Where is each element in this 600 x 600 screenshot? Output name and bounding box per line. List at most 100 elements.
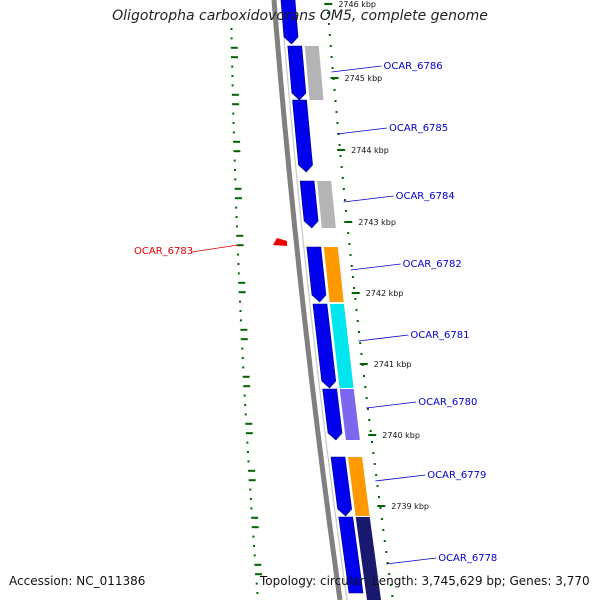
gc-skew-tick xyxy=(245,422,253,425)
gene-label-ocar_6785: OCAR_6785 xyxy=(389,123,448,134)
gc-skew-tick xyxy=(240,328,248,331)
gc-skew-tick xyxy=(243,385,251,388)
ruler-dot xyxy=(353,287,356,289)
genome-summary: Topology: circular; Length: 3,745,629 bp… xyxy=(260,574,590,588)
gc-skew-tick xyxy=(231,75,234,77)
ruler-dot xyxy=(383,540,386,542)
gc-skew-tick xyxy=(233,140,241,143)
reverse-feature-ocar_6783 xyxy=(273,238,287,246)
ruler-dot xyxy=(365,397,368,399)
ruler-dot xyxy=(363,375,366,377)
gc-skew-tick xyxy=(253,545,256,547)
ruler-dot xyxy=(372,452,375,454)
category-block-ocar_6779 xyxy=(348,457,370,516)
ruler-dot xyxy=(350,265,353,267)
gc-skew-tick xyxy=(235,225,238,228)
ruler-dot xyxy=(354,298,357,300)
cds-arrow-ocar_6786 xyxy=(287,45,307,101)
cds-arrow-ocar_6785 xyxy=(292,99,313,173)
gc-skew-tick xyxy=(237,263,240,265)
gc-skew-tick xyxy=(232,131,235,134)
gc-skew-tick xyxy=(247,460,250,463)
ruler-dot xyxy=(331,67,334,69)
label-leader-line xyxy=(366,401,417,409)
cds-arrow-ocar_6781 xyxy=(312,303,337,389)
gc-skew-tick xyxy=(246,441,249,444)
gc-skew-tick xyxy=(255,573,263,576)
gc-skew-tick xyxy=(238,291,246,294)
gene-label-ocar_6780: OCAR_6780 xyxy=(418,397,477,408)
gc-skew-tick xyxy=(237,253,240,256)
gene-label-ocar_6784: OCAR_6784 xyxy=(396,191,455,202)
gc-skew-tick xyxy=(239,310,242,312)
backbone-outer-line xyxy=(271,0,343,600)
gc-skew-tick xyxy=(236,234,244,237)
cds-arrow-ocar_6778 xyxy=(338,516,364,594)
category-block-ocar_6778 xyxy=(355,517,381,600)
gc-skew-tick xyxy=(251,516,259,519)
gc-skew-tick xyxy=(255,582,258,585)
cog-category-track xyxy=(304,46,381,600)
gc-skew-tick xyxy=(234,187,242,190)
kbp-tick xyxy=(324,3,333,5)
ruler-dot xyxy=(366,408,369,410)
gene-label-ocar_6779: OCAR_6779 xyxy=(427,470,486,481)
kbp-ruler: 2746 kbp 2745 kbp 2744 kbp 2743 kbp 2742 kbp… xyxy=(324,0,429,597)
kbp-label: 2745 kbp xyxy=(345,74,383,83)
gc-skew-tick xyxy=(242,375,250,378)
gc-skew-tick xyxy=(250,507,253,510)
ruler-dot xyxy=(332,78,335,80)
gene-label-ocar_6781: OCAR_6781 xyxy=(410,330,469,341)
cds-arrow-partial xyxy=(280,0,299,45)
gc-skew-tick xyxy=(240,338,248,341)
kbp-label: 2741 kbp xyxy=(374,360,412,369)
gc-skew-tick xyxy=(231,56,239,59)
ruler-dot xyxy=(347,232,350,234)
gc-skew-tick xyxy=(235,206,238,209)
gc-skew-tick xyxy=(241,357,244,359)
gc-skew-tick xyxy=(234,178,237,181)
kbp-label: 2744 kbp xyxy=(351,146,389,155)
gene-label-ocar_6783: OCAR_6783 xyxy=(134,246,193,257)
gc-skew-tick xyxy=(248,469,256,472)
ruler-dot xyxy=(349,254,352,256)
ruler-dot xyxy=(375,474,378,476)
accession-label: Accession: NC_011386 xyxy=(9,574,146,588)
gene-label-ocar_6778: OCAR_6778 xyxy=(438,553,497,564)
ruler-dot xyxy=(351,276,354,278)
ruler-dot xyxy=(342,188,345,190)
gc-skew-tick xyxy=(256,592,259,594)
gc-skew-tick xyxy=(242,366,245,369)
forward-cds-track xyxy=(273,0,364,594)
ruler-dot xyxy=(336,122,339,124)
ruler-dot xyxy=(329,45,332,47)
ruler-dot xyxy=(334,100,337,102)
ruler-dot xyxy=(343,199,346,201)
gc-skew-tick xyxy=(241,347,244,350)
ruler-dot xyxy=(355,309,358,311)
category-block-ocar_6786 xyxy=(304,46,324,100)
label-leader-line xyxy=(375,474,426,482)
kbp-label: 2746 kbp xyxy=(338,0,376,9)
ruler-dot xyxy=(368,419,371,421)
gc-skew-tick xyxy=(243,394,246,397)
label-leader-line xyxy=(386,557,437,565)
kbp-tick xyxy=(377,505,386,507)
category-block-ocar_6781 xyxy=(329,304,354,388)
ruler-dot xyxy=(376,485,379,487)
ruler-dot xyxy=(327,23,330,25)
gene-label-ocar_6786: OCAR_6786 xyxy=(383,61,442,72)
kbp-tick xyxy=(337,149,346,151)
gc-skew-tick xyxy=(237,272,240,275)
ruler-dot xyxy=(369,430,372,432)
label-leader-line xyxy=(191,244,239,253)
ruler-dot xyxy=(348,243,351,245)
ruler-dot xyxy=(385,551,388,553)
backbone-inner-line xyxy=(280,0,348,600)
label-leader-line xyxy=(337,127,388,135)
gc-skew-tick xyxy=(232,112,235,115)
gc-skew-tick xyxy=(234,197,242,200)
gc-skew-tick xyxy=(231,65,234,68)
ruler-dot xyxy=(386,562,389,564)
gc-skew-tick xyxy=(232,122,235,124)
